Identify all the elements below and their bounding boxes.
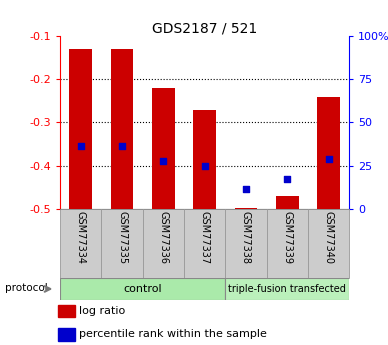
Text: log ratio: log ratio: [79, 306, 125, 316]
Text: GSM77338: GSM77338: [241, 211, 251, 264]
Point: [243, 187, 249, 192]
Bar: [276, 196, 299, 209]
Point: [284, 176, 290, 181]
Text: GSM77340: GSM77340: [324, 211, 334, 264]
Bar: [152, 88, 175, 209]
Bar: [267, 209, 308, 278]
Point: [326, 156, 332, 162]
Bar: [58, 328, 74, 341]
Point: [202, 163, 208, 168]
Bar: [111, 49, 133, 209]
Text: triple-fusion transfected: triple-fusion transfected: [228, 284, 346, 294]
Text: percentile rank within the sample: percentile rank within the sample: [79, 329, 267, 339]
Bar: [317, 97, 340, 209]
Bar: [60, 209, 101, 278]
Bar: [101, 209, 143, 278]
Point: [78, 144, 84, 149]
Text: GSM77335: GSM77335: [117, 211, 127, 264]
Bar: [184, 209, 225, 278]
Text: control: control: [123, 284, 162, 294]
Bar: [225, 209, 267, 278]
Text: GSM77339: GSM77339: [282, 211, 292, 264]
Bar: [193, 110, 216, 209]
Point: [160, 159, 166, 164]
Text: GSM77334: GSM77334: [76, 211, 86, 264]
Bar: [58, 305, 74, 317]
Text: protocol: protocol: [5, 283, 48, 293]
Bar: [225, 278, 349, 300]
Text: GSM77336: GSM77336: [158, 211, 168, 264]
Bar: [143, 209, 184, 278]
Bar: [69, 49, 92, 209]
Bar: [60, 278, 225, 300]
Title: GDS2187 / 521: GDS2187 / 521: [152, 21, 257, 35]
Point: [119, 144, 125, 149]
Bar: [308, 209, 349, 278]
Bar: [235, 208, 257, 209]
Text: GSM77337: GSM77337: [200, 211, 210, 264]
